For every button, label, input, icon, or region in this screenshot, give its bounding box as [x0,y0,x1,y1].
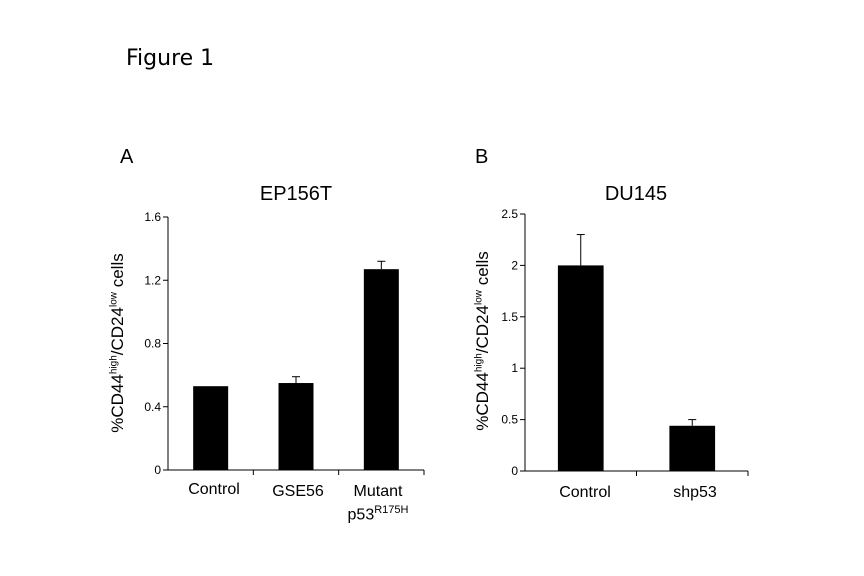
chart-b-bar-1 [669,425,716,471]
x-category-control-a: Control [188,481,240,498]
chart-title-du145: DU145 [604,183,668,205]
chart-a-bar-2 [363,269,399,470]
panel-letter-a: A [120,146,134,168]
figure-title: Figure 1 [126,46,215,71]
x-category-mutant: Mutant p53R175H [330,482,426,524]
x-category-gse56: GSE56 [272,483,324,500]
chart-b-y-tick-label: 0.5 [501,413,518,427]
chart-b-y-tick-label: 2.5 [501,207,518,221]
chart-b-y-tick-label: 1 [511,361,518,375]
x-category-control-b: Control [559,484,611,501]
chart-a-y-tick-label: 0.8 [144,337,161,351]
chart-a-bar-0 [193,386,229,470]
chart-a-y-tick-label: 0.4 [144,400,161,414]
chart-b-bar-0 [557,265,604,471]
x-category-shp53: shp53 [673,484,717,501]
chart-title-ep156t: EP156T [259,183,333,205]
chart-a-bar-1 [278,383,314,470]
panel-letter-b: B [475,146,489,168]
mutant-label-line2: p53R175H [347,504,409,524]
chart-b-y-tick-label: 2 [511,258,518,272]
chart-b-y-tick-label: 0 [511,464,518,478]
chart-a-y-tick-label: 0 [154,463,161,477]
mutant-label-line1: Mutant [353,483,403,500]
chart-a-y-tick-label: 1.2 [144,273,161,287]
chart-a-y-tick-label: 1.6 [144,210,161,224]
chart-b-y-tick-label: 1.5 [501,310,518,324]
